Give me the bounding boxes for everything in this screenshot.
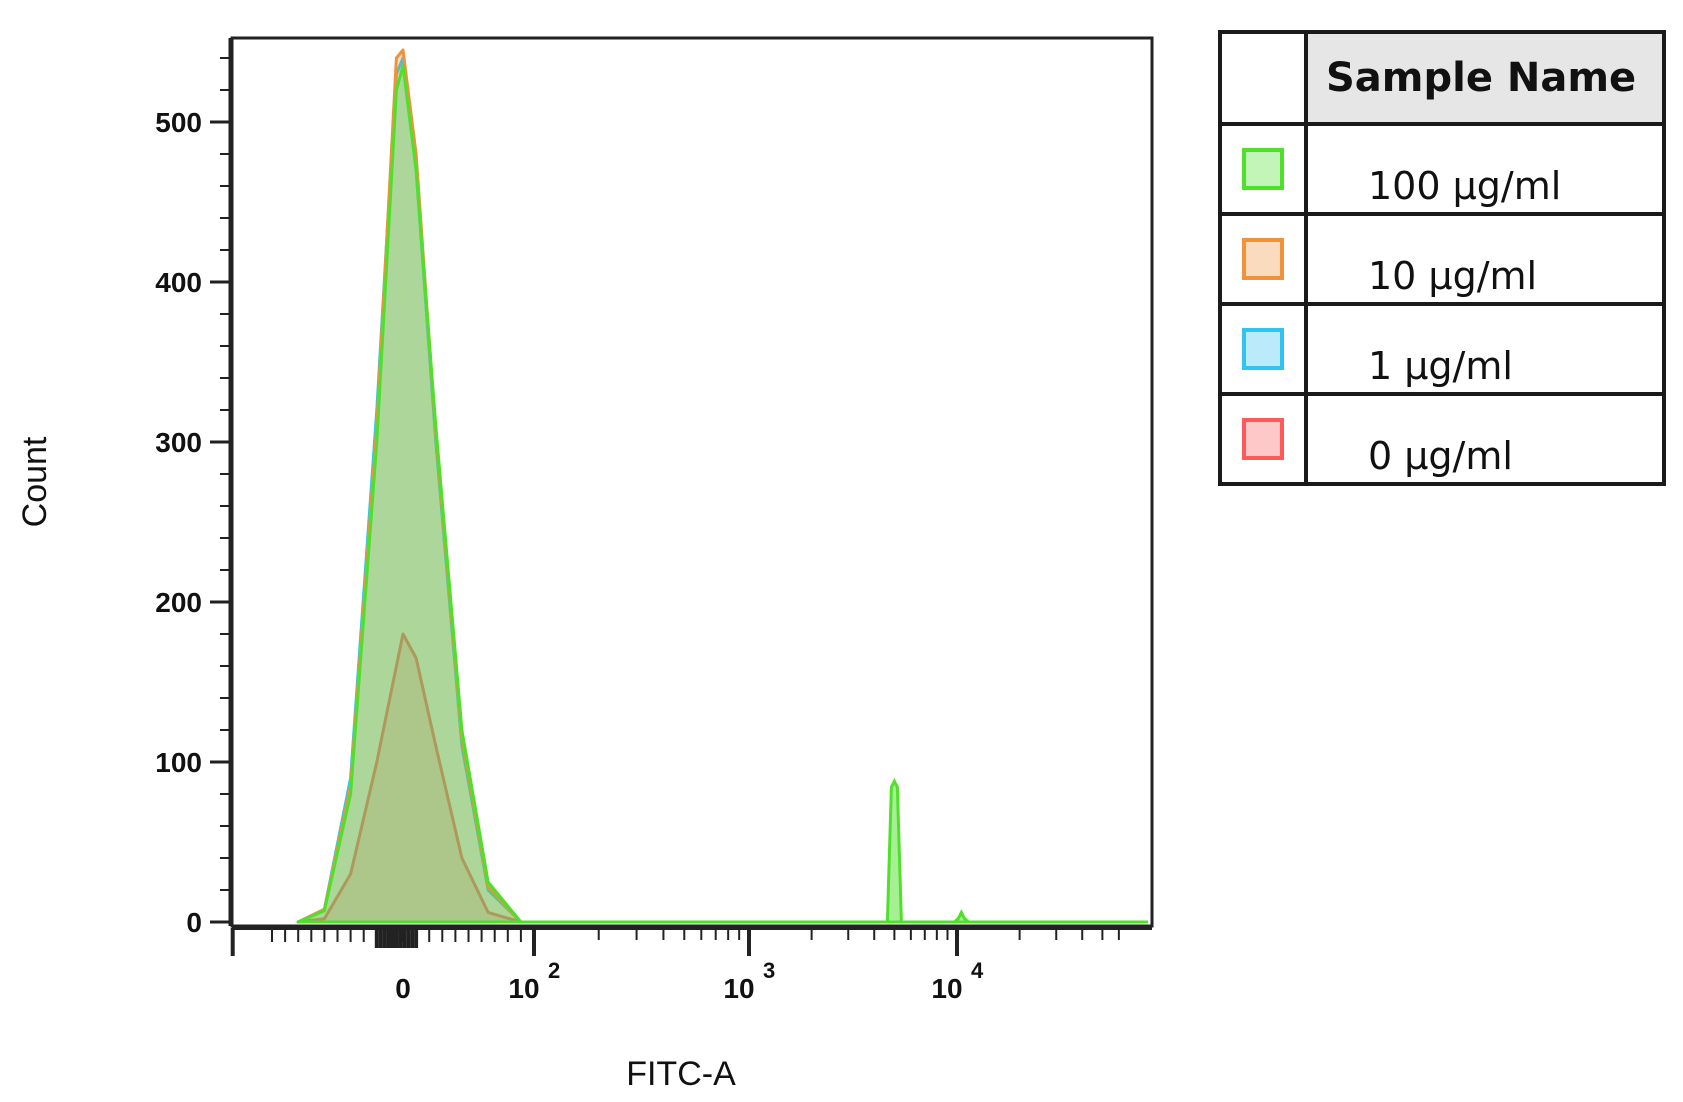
- series-histogram: [296, 48, 523, 924]
- x-tick-label: 10: [931, 973, 962, 1004]
- legend-row: 100 µg/ml: [1222, 122, 1662, 212]
- x-tick-exponent: 4: [971, 958, 984, 983]
- series-peak: [885, 777, 903, 924]
- legend-header-row: Sample Name: [1222, 34, 1662, 122]
- y-tick-label: 300: [155, 427, 202, 458]
- x-axis-label: FITC-A: [626, 1055, 736, 1093]
- plot-frame: [230, 36, 1154, 928]
- y-tick-label: 100: [155, 747, 202, 778]
- x-tick-label: 0: [395, 973, 411, 1004]
- legend-label: 100 µg/ml: [1368, 164, 1562, 208]
- legend-row: 1 µg/ml: [1222, 302, 1662, 392]
- x-tick-label: 10: [723, 973, 754, 1004]
- y-tick-label: 200: [155, 587, 202, 618]
- legend-swatch: [1242, 238, 1284, 280]
- series-layer: [296, 48, 1148, 924]
- legend-label: 10 µg/ml: [1368, 254, 1538, 298]
- y-axis-label: Count: [16, 436, 54, 527]
- y-tick-label: 0: [186, 907, 202, 938]
- x-axis: 0 10 2 10 3 10 4: [230, 926, 1152, 1004]
- legend-label: 1 µg/ml: [1368, 344, 1513, 388]
- series-histogram: [296, 64, 523, 924]
- series-histogram: [296, 632, 523, 924]
- legend-label: 0 µg/ml: [1368, 434, 1513, 478]
- y-tick-label: 400: [155, 267, 202, 298]
- legend-swatch: [1242, 418, 1284, 460]
- y-axis: 0 100 200 300 400 500: [155, 38, 232, 938]
- legend-swatch: [1242, 328, 1284, 370]
- legend-header: Sample Name: [1308, 34, 1662, 122]
- y-tick-label: 500: [155, 107, 202, 138]
- x-tick-exponent: 2: [548, 958, 560, 983]
- legend-swatch: [1242, 148, 1284, 190]
- legend-row: 10 µg/ml: [1222, 212, 1662, 302]
- legend-table: Sample Name 100 µg/ml 10 µg/ml 1 µg/ml 0…: [1218, 30, 1666, 486]
- x-tick-label: 10: [508, 973, 539, 1004]
- legend-header-blank: [1222, 34, 1308, 122]
- x-tick-exponent: 3: [763, 958, 775, 983]
- legend-row: 0 µg/ml: [1222, 392, 1662, 482]
